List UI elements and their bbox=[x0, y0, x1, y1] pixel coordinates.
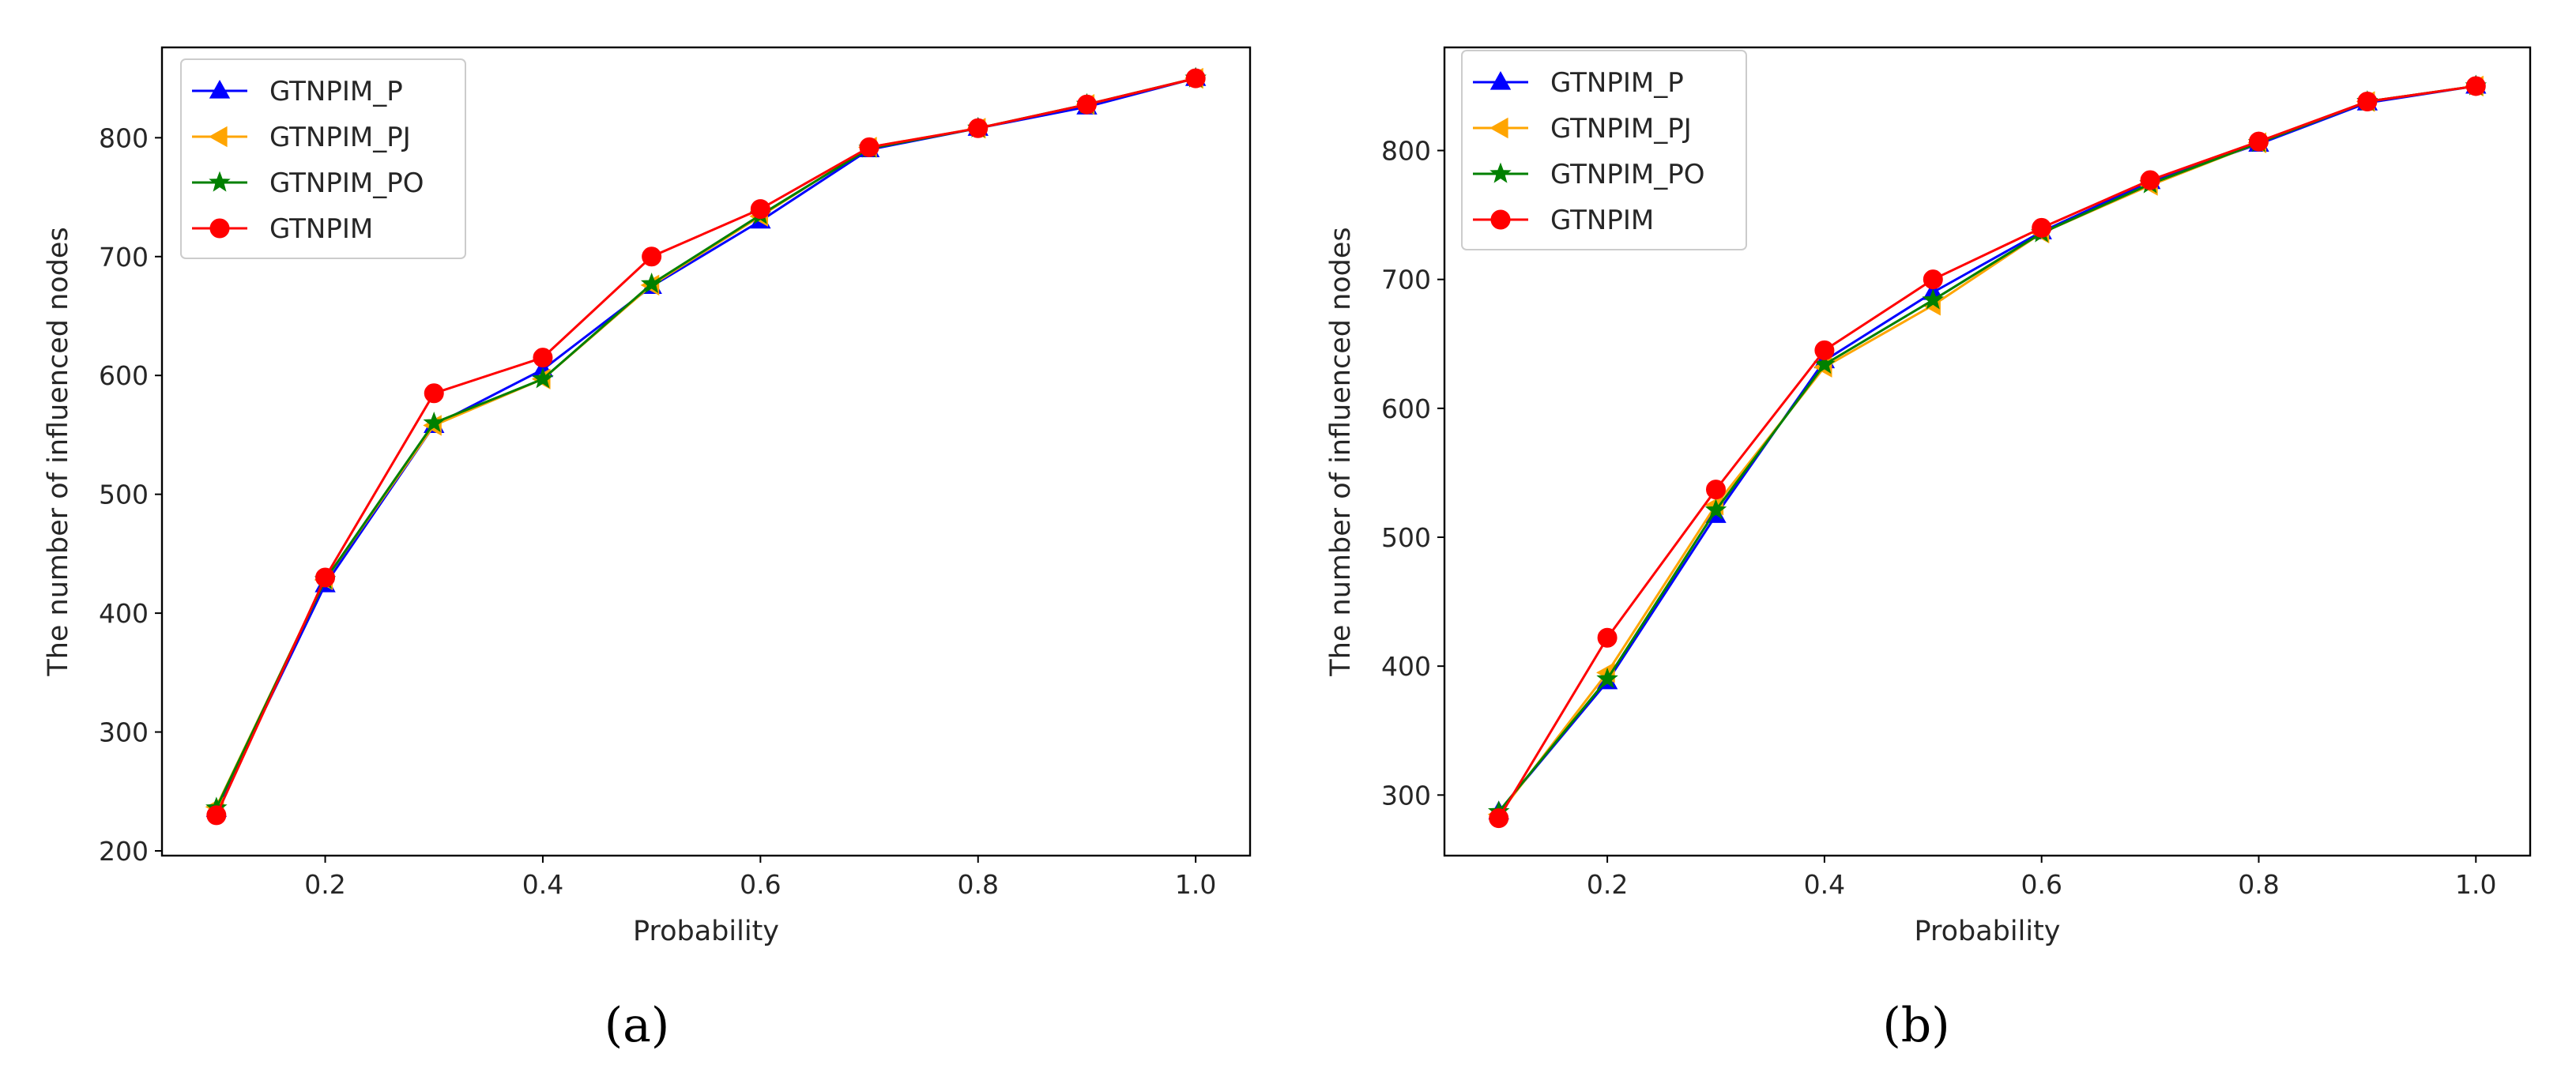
data-point bbox=[1597, 627, 1618, 648]
legend-marker bbox=[1489, 162, 1512, 183]
legend-label: GTNPIM_P bbox=[269, 76, 403, 107]
data-point bbox=[2140, 170, 2160, 190]
x-tick-label: 0.6 bbox=[740, 869, 781, 900]
legend: GTNPIM_P GTNPIM_PJ GTNPIM_PO GTNPIM bbox=[1461, 50, 1747, 250]
x-axis-label: Probability bbox=[633, 916, 779, 947]
data-point bbox=[1923, 269, 1943, 290]
data-point bbox=[424, 383, 444, 404]
data-point bbox=[2249, 131, 2269, 152]
data-point bbox=[1076, 94, 1097, 115]
y-tick-label: 600 bbox=[99, 360, 149, 391]
legend-label: GTNPIM bbox=[269, 213, 373, 245]
y-tick-label: 500 bbox=[99, 480, 149, 510]
legend-marker bbox=[209, 171, 231, 192]
y-axis-label: The number of influenced nodes bbox=[1325, 227, 1357, 676]
chart-panel-b: 300 400 500 600 700 800 0.2 0.4 0.6 0.8 1.0 Probabi… bbox=[1325, 46, 2532, 1053]
legend-label: GTNPIM_PJ bbox=[269, 122, 411, 153]
legend-label: GTNPIM_PO bbox=[269, 167, 424, 199]
axes-frame bbox=[1443, 46, 2532, 857]
data-point bbox=[1706, 480, 1726, 500]
chart-panel-a: 200 300 400 500 600 700 800 0.2 0.4 0.6 0.8 1.0 Prob… bbox=[43, 46, 1252, 1053]
x-axis-label: Probability bbox=[1914, 916, 2060, 947]
data-point bbox=[315, 567, 336, 588]
legend-label: GTNPIM_PO bbox=[1550, 159, 1704, 190]
data-point bbox=[206, 805, 227, 826]
legend-entry: GTNPIM_PO bbox=[1473, 159, 1704, 190]
x-tick-label: 0.2 bbox=[1587, 869, 1628, 900]
legend-marker bbox=[1489, 70, 1512, 90]
data-point bbox=[1922, 288, 1945, 310]
data-point bbox=[532, 367, 554, 389]
legend-entry: GTNPIM bbox=[1473, 205, 1654, 236]
legend-entry: GTNPIM_PJ bbox=[192, 122, 411, 153]
axes-frame bbox=[160, 46, 1252, 857]
y-tick-label: 600 bbox=[1381, 393, 1431, 424]
legend-box bbox=[180, 58, 466, 259]
legend-entry: GTNPIM_PO bbox=[192, 167, 424, 199]
y-tick-label: 200 bbox=[99, 836, 149, 867]
legend-marker bbox=[1489, 117, 1508, 139]
series-line bbox=[215, 77, 1196, 816]
x-tick-label: 1.0 bbox=[2455, 869, 2496, 900]
data-point bbox=[533, 348, 553, 368]
x-tick-label: 0.4 bbox=[1804, 869, 1845, 900]
x-tick-label: 0.6 bbox=[2021, 869, 2062, 900]
legend-box bbox=[1461, 50, 1747, 250]
legend-entry: GTNPIM_P bbox=[192, 76, 403, 107]
legend-entry: GTNPIM bbox=[192, 213, 373, 245]
legend-marker bbox=[209, 218, 230, 239]
y-tick-label: 400 bbox=[1381, 651, 1431, 682]
x-tick-label: 1.0 bbox=[1175, 869, 1216, 900]
y-tick-label: 800 bbox=[1381, 136, 1431, 167]
y-tick-label: 700 bbox=[99, 242, 149, 273]
panel-caption: (a) bbox=[604, 998, 670, 1053]
y-tick-label: 800 bbox=[99, 122, 149, 153]
legend-marker bbox=[1490, 209, 1511, 230]
data-point bbox=[2465, 76, 2486, 96]
series-line bbox=[1497, 85, 2476, 813]
data-point bbox=[2032, 217, 2052, 238]
data-point bbox=[642, 246, 662, 267]
data-point bbox=[423, 411, 445, 433]
data-point bbox=[859, 137, 879, 157]
y-tick-label: 500 bbox=[1381, 522, 1431, 553]
legend-marker bbox=[209, 79, 231, 99]
data-point bbox=[2357, 92, 2378, 112]
x-tick-label: 0.8 bbox=[2238, 869, 2279, 900]
panel-caption: (b) bbox=[1882, 998, 1949, 1053]
data-point bbox=[750, 199, 770, 220]
series-line bbox=[1497, 85, 2476, 819]
x-tick-label: 0.4 bbox=[522, 869, 563, 900]
y-tick-label: 300 bbox=[1381, 780, 1431, 811]
data-point bbox=[1185, 68, 1206, 88]
y-tick-label: 700 bbox=[1381, 265, 1431, 295]
data-point bbox=[968, 118, 989, 138]
legend-marker bbox=[208, 126, 228, 148]
legend-label: GTNPIM_PJ bbox=[1550, 113, 1692, 145]
data-point bbox=[1704, 499, 1727, 520]
series-gtnpim bbox=[1489, 76, 2486, 829]
y-axis-label: The number of influenced nodes bbox=[43, 227, 74, 676]
data-point bbox=[1596, 668, 1618, 689]
legend-entry: GTNPIM_PJ bbox=[1473, 113, 1692, 145]
y-tick-label: 400 bbox=[99, 598, 149, 629]
data-point bbox=[1814, 340, 1835, 360]
x-tick-label: 0.2 bbox=[304, 869, 345, 900]
legend-label: GTNPIM bbox=[1550, 205, 1654, 236]
y-tick-label: 300 bbox=[99, 717, 149, 748]
legend: GTNPIM_P GTNPIM_PJ GTNPIM_PO GTNPIM bbox=[180, 58, 466, 259]
data-point bbox=[1489, 808, 1509, 829]
legend-entry: GTNPIM_P bbox=[1473, 67, 1684, 99]
data-point bbox=[640, 272, 663, 294]
series-gtnpim bbox=[206, 68, 1206, 826]
legend-label: GTNPIM_P bbox=[1550, 67, 1684, 99]
x-tick-label: 0.8 bbox=[958, 869, 999, 900]
